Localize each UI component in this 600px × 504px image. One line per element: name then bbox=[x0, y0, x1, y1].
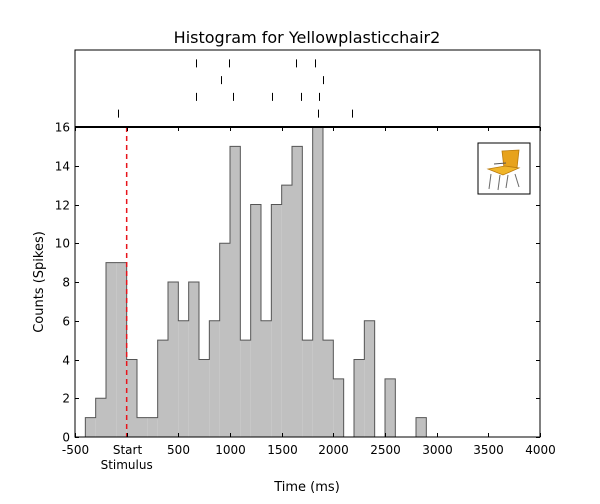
histogram-bar bbox=[157, 340, 168, 437]
histogram-bar bbox=[354, 359, 365, 437]
histogram-bar bbox=[323, 340, 334, 437]
histogram-bar bbox=[116, 262, 127, 437]
x-tick-label: -500 bbox=[62, 443, 89, 457]
histogram-bar bbox=[281, 185, 292, 437]
x-tick-label: 4000 bbox=[525, 443, 556, 457]
histogram-bar bbox=[168, 282, 179, 437]
histogram-bar bbox=[333, 378, 344, 437]
histogram-bar bbox=[416, 417, 427, 437]
x-axis-label: Time (ms) bbox=[273, 480, 340, 495]
histogram-bar bbox=[385, 378, 396, 437]
chair-thumbnail bbox=[477, 142, 531, 195]
x-tick-label: 1000 bbox=[215, 443, 246, 457]
y-tick-label: 6 bbox=[62, 315, 70, 329]
histogram-bar bbox=[271, 204, 282, 437]
raster-frame bbox=[74, 49, 541, 128]
histogram-bar bbox=[364, 320, 375, 437]
histogram-bar bbox=[178, 320, 189, 437]
histogram-bar bbox=[292, 146, 303, 437]
histogram-bar bbox=[209, 320, 220, 437]
histogram-bar bbox=[188, 282, 199, 437]
histogram-bar bbox=[106, 262, 117, 437]
x-tick-sublabel: Stimulus bbox=[101, 458, 153, 472]
y-tick-label: 8 bbox=[62, 276, 70, 290]
y-tick-label: 10 bbox=[55, 237, 70, 251]
y-tick-label: 16 bbox=[55, 121, 70, 135]
histogram-bar bbox=[240, 340, 251, 437]
y-axis-label: Counts (Spikes) bbox=[32, 231, 47, 333]
x-tick-label: 500 bbox=[167, 443, 190, 457]
histogram-bar bbox=[147, 417, 158, 437]
y-tick-label: 12 bbox=[55, 199, 70, 213]
histogram-bar bbox=[302, 340, 313, 437]
y-tick-label: 4 bbox=[62, 354, 70, 368]
y-tick-label: 0 bbox=[62, 431, 70, 445]
x-tick-label: 1500 bbox=[267, 443, 298, 457]
histogram-outline bbox=[84, 126, 437, 438]
chair-icon bbox=[486, 149, 521, 191]
histogram-bar bbox=[219, 243, 230, 437]
histogram-bar bbox=[85, 417, 96, 437]
x-tick-label: 2000 bbox=[318, 443, 349, 457]
chart-title: Histogram for Yellowplasticchair2 bbox=[174, 28, 441, 47]
histogram-bar bbox=[230, 146, 241, 437]
x-tick-label: Start bbox=[113, 443, 143, 457]
histogram-bar bbox=[137, 417, 148, 437]
histogram-bars bbox=[84, 126, 437, 438]
x-tick-label: 2500 bbox=[370, 443, 401, 457]
histogram-bar bbox=[126, 359, 137, 437]
raster-panel bbox=[74, 49, 541, 128]
histogram-bar bbox=[199, 359, 210, 437]
y-tick-label: 14 bbox=[55, 160, 70, 174]
histogram-bar bbox=[250, 204, 261, 437]
x-tick-label: 3000 bbox=[422, 443, 453, 457]
x-tick-label: 3500 bbox=[473, 443, 504, 457]
histogram-bar bbox=[261, 320, 272, 437]
axes: 0 2 4 6 8 10 12 14 16 -500 Start 500 1000 1500 2000 250… bbox=[55, 121, 556, 473]
y-tick-label: 2 bbox=[62, 392, 70, 406]
histogram-bar bbox=[312, 127, 323, 437]
histogram-bar bbox=[95, 398, 106, 437]
